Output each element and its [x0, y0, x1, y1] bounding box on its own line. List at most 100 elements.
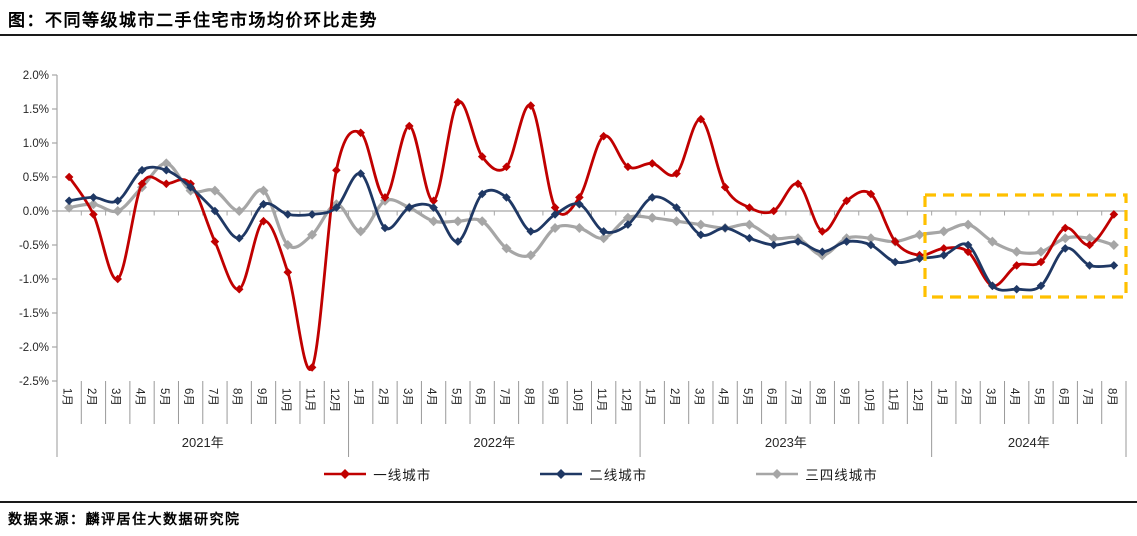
tier2-data-point [672, 203, 681, 212]
chart-title: 图：不同等级城市二手住宅市场均价环比走势 [8, 11, 378, 30]
tier34-data-point [64, 202, 75, 213]
tier2-data-point [405, 203, 414, 212]
highlight-box-2024 [923, 193, 1128, 299]
tier34-series-line [67, 161, 1116, 258]
tier2-data-point [502, 193, 511, 202]
tier1-data-point [332, 165, 341, 175]
tier1-data-point [818, 227, 827, 236]
tier1-data-point [502, 162, 511, 172]
tier2-data-point [356, 169, 365, 178]
month-label: 9月 [838, 388, 850, 406]
y-tick-label: -2.0% [19, 342, 49, 354]
month-label: 10月 [279, 388, 291, 412]
tier34-data-point [88, 199, 99, 210]
month-label: 2月 [85, 388, 97, 406]
tier2-data-point [550, 210, 560, 219]
month-label: 2月 [960, 388, 972, 406]
tier1-data-point [405, 121, 414, 131]
tier2-data-point [866, 240, 876, 250]
tier2-data-point [1109, 261, 1119, 270]
tier2-data-point [64, 196, 74, 206]
tier34-data-point [452, 216, 463, 227]
y-tick-label: -1.0% [19, 274, 49, 286]
month-label: 5月 [1032, 388, 1044, 406]
y-tick-label: -0.5% [19, 240, 49, 252]
tier34-data-point [307, 229, 318, 240]
tier1-data-point [1061, 223, 1070, 233]
tier1-data-point [162, 179, 171, 189]
tier1-data-point [769, 206, 778, 216]
tier34-data-point [671, 216, 682, 227]
legend-item-tier34: 三四线城市 [755, 464, 878, 484]
month-label: 6月 [474, 388, 486, 406]
month-label: 9月 [547, 388, 559, 406]
tier1-line-marker-icon [324, 469, 367, 479]
tier2-data-point [963, 240, 973, 250]
month-label: 10月 [862, 388, 874, 412]
month-label: 3月 [984, 388, 996, 406]
tier2-data-point [696, 230, 706, 240]
tier1-data-point [672, 169, 681, 178]
tier1-data-point [1085, 240, 1094, 250]
tier2-data-point [939, 250, 949, 260]
month-label: 1月 [644, 388, 656, 406]
tier2-data-point [890, 257, 900, 267]
tier2-data-point [477, 189, 487, 199]
tier2-data-point [623, 220, 633, 229]
tier2-data-point [1012, 284, 1021, 294]
tier34-data-point [258, 185, 269, 196]
legend-label-tier34: 三四线城市 [805, 468, 878, 483]
tier34-data-point [1060, 233, 1071, 244]
tier34-data-point [355, 226, 366, 237]
month-label: 3月 [401, 388, 413, 406]
month-label: 8月 [522, 388, 534, 406]
tier34-data-point [622, 212, 633, 223]
tier1-data-point [720, 182, 730, 192]
tier1-data-point [210, 237, 220, 246]
year-label: 2024年 [1008, 435, 1050, 450]
month-label: 4月 [1008, 388, 1020, 406]
chart-legend: 一线城市 二线城市 三四线城市 [0, 464, 1137, 484]
tier2-data-point [988, 281, 997, 291]
tier1-data-point [599, 131, 608, 141]
month-label: 12月 [619, 388, 631, 412]
tier1-data-point [696, 114, 706, 124]
tier34-data-point [744, 219, 755, 230]
tier1-data-point [64, 172, 74, 182]
tier34-data-point [914, 229, 925, 240]
tier34-data-point [209, 185, 220, 196]
tier2-data-point [842, 237, 851, 246]
tier2-data-point [332, 203, 341, 212]
tier34-data-point [282, 240, 293, 250]
month-label: 1月 [935, 388, 947, 406]
tier1-data-point [647, 159, 657, 168]
month-label: 4月 [425, 388, 437, 406]
y-tick-label: 0.0% [23, 206, 49, 218]
tier34-data-point [598, 233, 609, 244]
month-label: 8月 [231, 388, 243, 406]
tier34-data-point [525, 250, 536, 261]
tier2-data-point [818, 247, 827, 257]
tier2-line-marker-icon [540, 469, 583, 479]
y-tick-label: 1.5% [23, 104, 49, 116]
tier1-data-point [842, 196, 851, 206]
tier1-data-point [453, 97, 463, 107]
year-label: 2023年 [765, 435, 807, 450]
month-label: 5月 [158, 388, 170, 406]
month-label: 2月 [668, 388, 680, 406]
tier34-data-point [477, 216, 488, 227]
tier2-data-point [162, 165, 171, 175]
tier1-data-point [963, 247, 973, 257]
month-label: 2月 [376, 388, 388, 406]
month-label: 10月 [571, 388, 583, 412]
tier34-data-point [647, 212, 658, 223]
legend-label-tier2: 二线城市 [589, 468, 648, 483]
tier34-data-point [1036, 246, 1046, 257]
tier34-data-point [938, 226, 949, 237]
month-label: 7月 [498, 388, 510, 406]
tier34-data-point [865, 233, 876, 244]
month-label: 11月 [595, 388, 607, 411]
tier1-data-point [1036, 257, 1046, 267]
tier1-data-point [575, 193, 584, 202]
